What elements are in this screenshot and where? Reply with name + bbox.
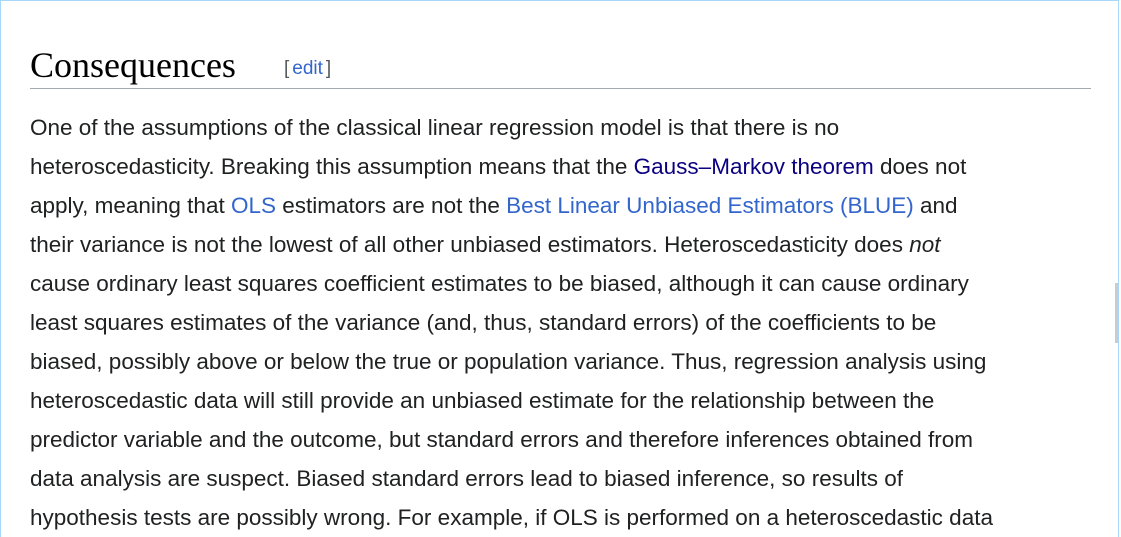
text-run: least squares estimates of the variance … (30, 310, 937, 335)
paragraph-line: data analysis are suspect. Biased standa… (30, 459, 1091, 498)
section-title: Consequences (30, 45, 236, 85)
paragraph-line: least squares estimates of the variance … (30, 303, 1091, 342)
paragraph-line: One of the assumptions of the classical … (30, 108, 1091, 147)
text-run: their variance is not the lowest of all … (30, 232, 910, 257)
text-run: One of the assumptions of the classical … (30, 115, 840, 140)
text-run: heteroscedastic data will still provide … (30, 388, 935, 413)
text-run: and (913, 193, 958, 218)
paragraph-line: biased, possibly above or below the true… (30, 342, 1091, 381)
text-run: predictor variable and the outcome, but … (30, 427, 974, 452)
paragraph-line: predictor variable and the outcome, but … (30, 420, 1091, 459)
article-paragraph: One of the assumptions of the classical … (30, 108, 1091, 537)
text-run: biased, possibly above or below the true… (30, 349, 987, 374)
edit-link[interactable]: edit (292, 58, 323, 79)
edit-bracket-close: ] (325, 58, 332, 79)
paragraph-line: heteroscedasticity. Breaking this assump… (30, 147, 1091, 186)
scrollbar-track[interactable] (1115, 1, 1118, 537)
text-run: estimators are not the (276, 193, 507, 218)
text-run: heteroscedasticity. Breaking this assump… (30, 154, 634, 179)
article-content: Consequences [edit] One of the assumptio… (30, 41, 1091, 537)
text-run: apply, meaning that (30, 193, 231, 218)
edit-section: [edit] (284, 57, 331, 81)
inline-link[interactable]: Best Linear Unbiased Estimators (BLUE) (506, 193, 914, 218)
paragraph-line: cause ordinary least squares coefficient… (30, 264, 1091, 303)
inline-link[interactable]: OLS (230, 193, 276, 218)
text-run: cause ordinary least squares coefficient… (30, 271, 969, 296)
paragraph-line: their variance is not the lowest of all … (30, 225, 1091, 264)
emphasis-text: not (909, 232, 941, 257)
paragraph-line: apply, meaning that OLS estimators are n… (30, 186, 1091, 225)
text-run: data analysis are suspect. Biased standa… (30, 466, 903, 491)
inline-link[interactable]: Gauss–Markov theorem (633, 154, 874, 179)
paragraph-line: hypothesis tests are possibly wrong. For… (30, 498, 1091, 537)
edit-bracket-open: [ (284, 58, 290, 79)
text-run: hypothesis tests are possibly wrong. For… (30, 505, 993, 530)
paragraph-line: heteroscedastic data will still provide … (30, 381, 1091, 420)
section-heading: Consequences [edit] (30, 41, 1091, 89)
scrollbar-thumb[interactable] (1115, 283, 1118, 343)
text-run: does not (873, 154, 967, 179)
